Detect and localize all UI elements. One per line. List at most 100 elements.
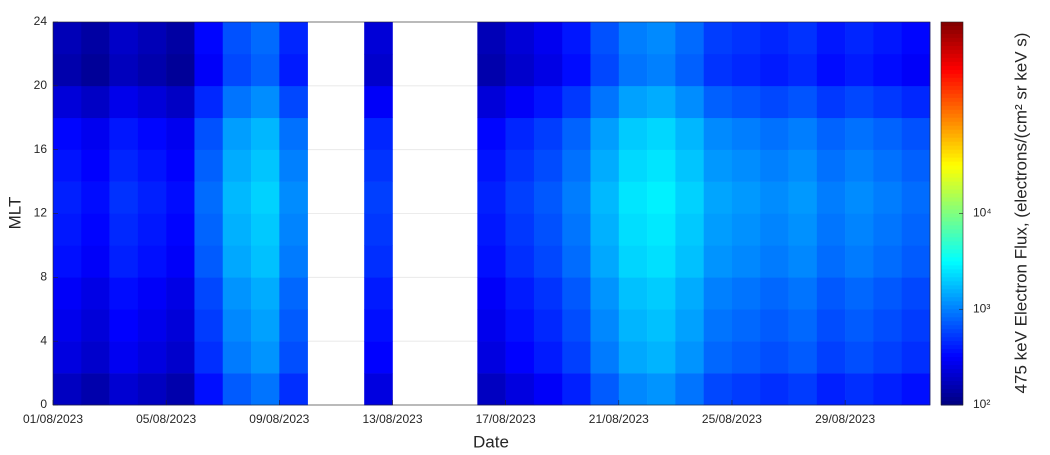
heatmap-cell xyxy=(137,309,167,342)
heatmap-cell xyxy=(760,309,789,342)
heatmap-cell xyxy=(901,277,931,310)
heatmap-cell xyxy=(675,22,704,55)
colorbar-segment xyxy=(941,345,963,350)
heatmap-cell xyxy=(222,117,252,150)
heatmap-cell xyxy=(873,213,903,246)
heatmap-cell xyxy=(251,117,280,150)
heatmap-cell xyxy=(81,373,110,406)
heatmap-cell xyxy=(703,181,733,214)
heatmap-cell xyxy=(533,117,563,150)
heatmap-cell xyxy=(618,341,648,374)
heatmap-cell xyxy=(251,213,280,246)
heatmap-cell xyxy=(731,373,761,406)
heatmap-cell xyxy=(590,117,620,150)
heatmap-cell xyxy=(788,213,818,246)
heatmap-cell xyxy=(364,341,393,374)
heatmap-cell xyxy=(533,245,563,278)
heatmap-cell xyxy=(618,53,648,87)
heatmap-cell xyxy=(251,22,280,55)
colorbar-segment xyxy=(941,229,963,234)
colorbar-segment xyxy=(941,277,963,282)
colorbar-tick-label: 10⁴ xyxy=(973,206,992,220)
heatmap-cell xyxy=(703,341,733,374)
heatmap-cell xyxy=(562,53,591,87)
heatmap-cell xyxy=(901,53,931,87)
heatmap-cell xyxy=(901,117,931,150)
heatmap-cell xyxy=(647,53,676,87)
heatmap-cell xyxy=(109,213,139,246)
heatmap-cell xyxy=(194,149,224,182)
y-tick-label: 12 xyxy=(34,206,48,220)
heatmap-cell xyxy=(703,85,733,119)
colorbar-segment xyxy=(941,61,963,67)
heatmap-cell xyxy=(222,373,252,406)
heatmap-cell xyxy=(364,245,393,278)
heatmap-cell xyxy=(477,22,506,55)
heatmap-cell xyxy=(788,53,818,87)
heatmap-cell xyxy=(618,373,648,406)
colorbar-segment xyxy=(941,297,963,302)
heatmap-cell xyxy=(675,53,704,87)
heatmap-cell xyxy=(194,181,224,214)
heatmap-cell xyxy=(194,245,224,278)
colorbar-segment xyxy=(941,133,963,139)
colorbar-segment xyxy=(941,301,963,306)
heatmap-cell xyxy=(364,53,393,87)
heatmap-cell xyxy=(788,245,818,278)
heatmap-cell xyxy=(53,53,82,87)
heatmap-cell xyxy=(647,341,676,374)
heatmap-cell xyxy=(109,149,139,182)
heatmap-cell xyxy=(731,213,761,246)
heatmap-cell xyxy=(81,22,110,55)
colorbar-segment xyxy=(941,177,963,183)
heatmap-cell xyxy=(788,373,818,406)
heatmap-cell xyxy=(873,53,903,87)
heatmap-cell xyxy=(618,277,648,310)
heatmap-cell xyxy=(279,149,308,182)
heatmap-cell xyxy=(590,85,620,119)
heatmap-cell xyxy=(562,149,591,182)
heatmap-cell xyxy=(618,149,648,182)
y-tick-label: 0 xyxy=(40,397,47,411)
heatmap-cell xyxy=(279,245,308,278)
colorbar-segment xyxy=(941,173,963,179)
colorbar-segment xyxy=(941,29,963,35)
colorbar-segment xyxy=(941,281,963,286)
heatmap-cell xyxy=(222,85,252,119)
heatmap-cell xyxy=(477,373,506,406)
heatmap-cell xyxy=(675,85,704,119)
heatmap-cell xyxy=(647,277,676,310)
heatmap-cell xyxy=(53,117,82,150)
colorbar-segment xyxy=(941,57,963,63)
heatmap-cell xyxy=(760,213,789,246)
colorbar-segment xyxy=(941,157,963,163)
x-tick-label: 13/08/2023 xyxy=(362,412,422,426)
colorbar-segment xyxy=(941,217,963,222)
heatmap-cell xyxy=(477,149,506,182)
heatmap-cell xyxy=(590,53,620,87)
heatmap-cell xyxy=(731,117,761,150)
heatmap-cell xyxy=(647,373,676,406)
heatmap-cell xyxy=(873,373,903,406)
y-tick-label: 20 xyxy=(34,78,48,92)
heatmap-cell xyxy=(81,117,110,150)
colorbar-segment xyxy=(941,313,963,318)
heatmap-cell xyxy=(251,149,280,182)
heatmap-cell xyxy=(81,309,110,342)
heatmap-cell xyxy=(194,117,224,150)
heatmap-cell xyxy=(845,85,874,119)
heatmap-cell xyxy=(279,309,308,342)
heatmap-cell xyxy=(477,213,506,246)
heatmap-cell xyxy=(477,277,506,310)
heatmap-cell xyxy=(618,309,648,342)
heatmap-cell xyxy=(731,149,761,182)
heatmap-cell xyxy=(533,277,563,310)
heatmap-cell xyxy=(562,341,591,374)
heatmap-cell xyxy=(194,341,224,374)
heatmap-cell xyxy=(533,22,563,55)
heatmap-cell xyxy=(222,341,252,374)
heatmap-cell xyxy=(647,309,676,342)
heatmap-cell xyxy=(81,245,110,278)
colorbar-segment xyxy=(941,105,963,111)
colorbar-segment xyxy=(941,193,963,199)
